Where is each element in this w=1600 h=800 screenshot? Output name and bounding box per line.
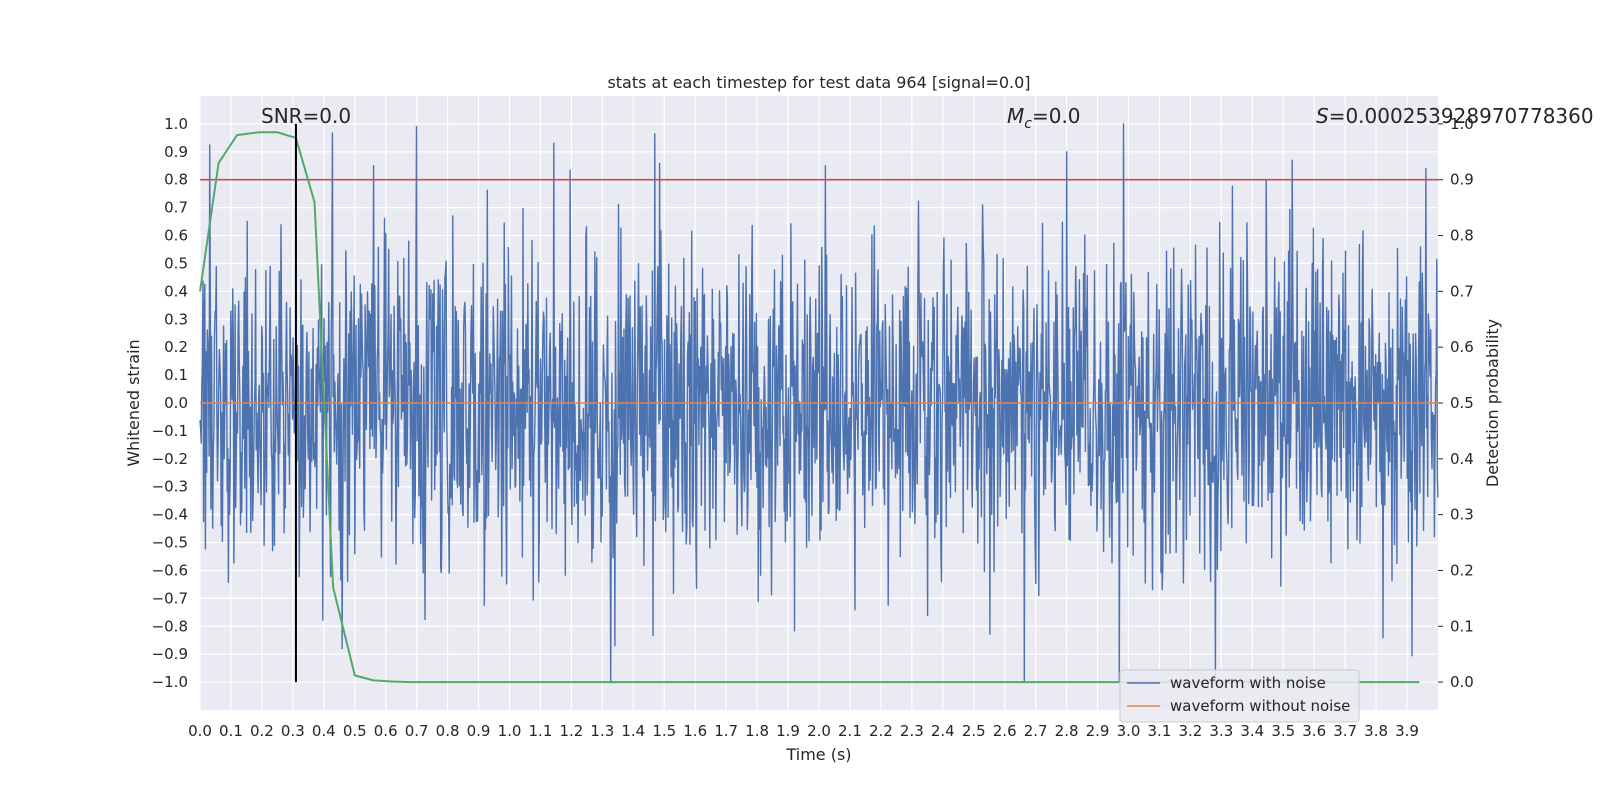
y-tick-label: 0.6 bbox=[164, 227, 188, 245]
x-tick-label: 2.7 bbox=[1024, 722, 1048, 740]
y-tick-label: 0.8 bbox=[164, 171, 188, 189]
y-tick-label: −0.7 bbox=[152, 589, 188, 607]
x-tick-label: 3.0 bbox=[1117, 722, 1141, 740]
x-tick-label: 2.1 bbox=[838, 722, 862, 740]
x-axis-label: Time (s) bbox=[785, 745, 851, 764]
y-tick-label: −0.9 bbox=[152, 645, 188, 663]
y-tick-label: −0.1 bbox=[152, 422, 188, 440]
x-tick-label: 0.1 bbox=[219, 722, 243, 740]
y-tick-label: −0.8 bbox=[152, 617, 188, 635]
y-tick-labels: 1.0 0.9 0.8 0.7 0.6 0.5 0.4 0.3 0.2 0.1 0.0 −0.1 −0.… bbox=[152, 115, 188, 691]
score-value: =0.000253928970778360 bbox=[1329, 104, 1594, 128]
chart-title: stats at each timestep for test data 964… bbox=[607, 73, 1030, 92]
x-tick-label: 2.6 bbox=[993, 722, 1017, 740]
score-symbol: S bbox=[1316, 104, 1329, 128]
x-tick-labels: 0.0 0.1 0.2 0.3 0.4 0.5 0.6 0.7 0.8 0.9 1.0 1.1 1.2 1… bbox=[188, 722, 1419, 740]
y2-tick-label: 0.2 bbox=[1450, 561, 1474, 579]
y-tick-label: −0.3 bbox=[152, 478, 188, 496]
x-tick-label: 0.5 bbox=[343, 722, 367, 740]
x-tick-label: 2.2 bbox=[869, 722, 893, 740]
x-tick-label: 2.9 bbox=[1086, 722, 1110, 740]
x-tick-label: 0.0 bbox=[188, 722, 212, 740]
x-tick-label: 2.8 bbox=[1055, 722, 1079, 740]
y2-tick-label: 0.8 bbox=[1450, 227, 1474, 245]
x-tick-label: 1.4 bbox=[621, 722, 645, 740]
x-tick-label: 0.2 bbox=[250, 722, 274, 740]
snr-annotation: SNR=0.0 bbox=[261, 104, 351, 128]
x-tick-label: 0.9 bbox=[467, 722, 491, 740]
x-tick-label: 0.7 bbox=[405, 722, 429, 740]
y2-tick-label: 0.0 bbox=[1450, 673, 1474, 691]
x-tick-label: 2.3 bbox=[900, 722, 924, 740]
x-tick-label: 1.9 bbox=[776, 722, 800, 740]
chirp-mass-value: =0.0 bbox=[1032, 104, 1081, 128]
x-tick-label: 3.7 bbox=[1333, 722, 1357, 740]
score-annotation: S=0.000253928970778360 bbox=[1316, 104, 1594, 128]
y-tick-label: −0.2 bbox=[152, 450, 188, 468]
y-tick-label: 0.0 bbox=[164, 394, 188, 412]
x-tick-label: 2.0 bbox=[807, 722, 831, 740]
legend-label-noise: waveform with noise bbox=[1170, 674, 1326, 692]
y2-tick-labels: 1.0 0.9 0.8 0.7 0.6 0.5 0.4 0.3 0.2 0.1 0.0 bbox=[1438, 115, 1474, 691]
x-tick-label: 3.5 bbox=[1271, 722, 1295, 740]
x-tick-label: 1.6 bbox=[683, 722, 707, 740]
x-tick-label: 3.8 bbox=[1364, 722, 1388, 740]
y-tick-label: 0.1 bbox=[164, 366, 188, 384]
x-tick-label: 1.3 bbox=[590, 722, 614, 740]
x-tick-label: 0.8 bbox=[436, 722, 460, 740]
x-tick-label: 0.3 bbox=[281, 722, 305, 740]
y-tick-label: 0.2 bbox=[164, 338, 188, 356]
chirp-mass-symbol: M bbox=[1007, 104, 1024, 128]
series-layer bbox=[199, 123, 1439, 684]
legend: waveform with noise waveform without noi… bbox=[1119, 669, 1360, 723]
y-tick-label: −0.6 bbox=[152, 561, 188, 579]
y2-tick-label: 0.5 bbox=[1450, 394, 1474, 412]
x-tick-label: 3.1 bbox=[1148, 722, 1172, 740]
x-tick-label: 1.8 bbox=[745, 722, 769, 740]
x-tick-label: 1.0 bbox=[498, 722, 522, 740]
y2-tick-label: 0.1 bbox=[1450, 617, 1474, 635]
y-axis-label: Whitened strain bbox=[124, 339, 143, 466]
x-tick-label: 3.3 bbox=[1209, 722, 1233, 740]
y-tick-label: 0.3 bbox=[164, 310, 188, 328]
y2-axis-label: Detection probability bbox=[1483, 319, 1502, 487]
y2-tick-label: 0.3 bbox=[1450, 506, 1474, 524]
x-tick-label: 1.2 bbox=[559, 722, 583, 740]
x-tick-label: 0.6 bbox=[374, 722, 398, 740]
y-tick-label: −1.0 bbox=[152, 673, 188, 691]
y-tick-label: 0.5 bbox=[164, 254, 188, 272]
y-tick-label: 0.9 bbox=[164, 143, 188, 161]
x-tick-label: 2.4 bbox=[931, 722, 955, 740]
x-tick-label: 2.5 bbox=[962, 722, 986, 740]
x-tick-label: 0.4 bbox=[312, 722, 336, 740]
y2-tick-label: 0.7 bbox=[1450, 282, 1474, 300]
y2-tick-label: 0.4 bbox=[1450, 450, 1474, 468]
y-tick-label: −0.4 bbox=[152, 506, 188, 524]
y-tick-label: 1.0 bbox=[164, 115, 188, 133]
x-tick-label: 3.6 bbox=[1302, 722, 1326, 740]
x-tick-label: 1.5 bbox=[652, 722, 676, 740]
y2-tick-label: 0.9 bbox=[1450, 171, 1474, 189]
x-tick-label: 3.4 bbox=[1240, 722, 1264, 740]
series-detection-probability bbox=[199, 131, 1420, 684]
series-waveform-with-noise bbox=[199, 123, 1439, 683]
chirp-mass-subscript: c bbox=[1024, 116, 1032, 132]
x-tick-label: 1.1 bbox=[529, 722, 553, 740]
chirp-mass-annotation: Mc=0.0 bbox=[1007, 104, 1081, 132]
y-tick-label: 0.4 bbox=[164, 282, 188, 300]
y-tick-label: 0.7 bbox=[164, 199, 188, 217]
x-tick-label: 3.2 bbox=[1178, 722, 1202, 740]
y-tick-label: −0.5 bbox=[152, 534, 188, 552]
legend-label-clean: waveform without noise bbox=[1170, 697, 1350, 715]
y2-tick-label: 0.6 bbox=[1450, 338, 1474, 356]
x-tick-label: 3.9 bbox=[1395, 722, 1419, 740]
x-tick-label: 1.7 bbox=[714, 722, 738, 740]
y2-tick-label: 1.0 bbox=[1450, 115, 1474, 133]
legend-box bbox=[1119, 669, 1360, 723]
